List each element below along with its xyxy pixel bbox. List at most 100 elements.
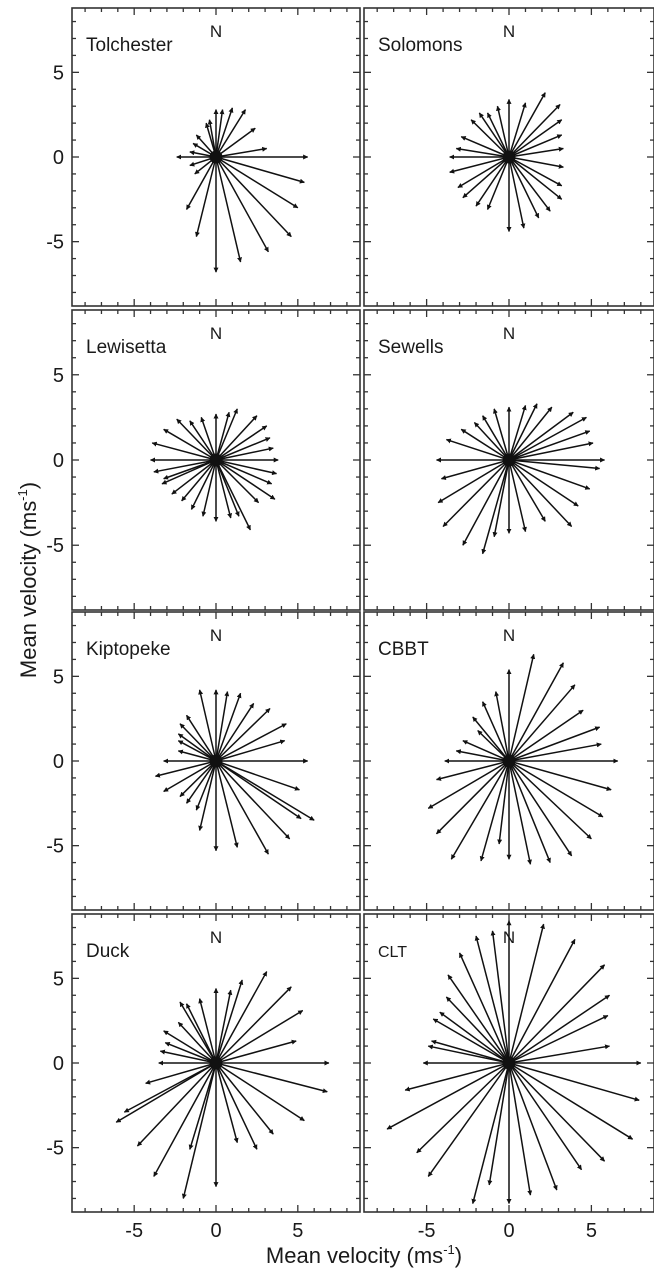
- y-tick-label: -5: [46, 535, 64, 557]
- velocity-vector: [159, 1049, 217, 1064]
- velocity-vector: [493, 408, 510, 461]
- velocity-vector: [508, 1014, 609, 1064]
- velocity-vector: [508, 662, 565, 762]
- velocity-vector: [177, 733, 217, 762]
- velocity-vector: [198, 760, 217, 831]
- velocity-vector: [215, 989, 233, 1064]
- velocity-vector: [215, 1039, 297, 1064]
- panel-kiptopeke: Kiptopeke N: [71, 611, 361, 911]
- velocity-vector: [215, 459, 276, 500]
- velocity-vector: [153, 1062, 217, 1177]
- velocity-vector: [508, 760, 551, 864]
- station-label: Solomons: [378, 35, 463, 56]
- north-label: N: [503, 324, 515, 343]
- velocity-vector: [436, 760, 510, 781]
- velocity-vector: [136, 1062, 217, 1147]
- velocity-vector: [215, 459, 278, 476]
- north-label: N: [210, 324, 222, 343]
- velocity-vector: [458, 952, 510, 1064]
- velocity-vector: [508, 156, 564, 169]
- velocity-vector: [447, 974, 510, 1064]
- velocity-vector: [195, 156, 217, 238]
- velocity-vector: [404, 1062, 510, 1092]
- velocity-vector: [508, 1062, 640, 1102]
- velocity-vector: [215, 760, 302, 820]
- velocity-vector: [198, 998, 217, 1064]
- velocity-vector: [181, 459, 217, 502]
- north-label: N: [503, 626, 515, 645]
- y-tick-label: 0: [53, 751, 64, 773]
- velocity-vector: [177, 1021, 217, 1064]
- velocity-vector: [497, 760, 510, 845]
- velocity-vector: [445, 996, 510, 1064]
- velocity-vector: [508, 156, 526, 229]
- velocity-vector: [201, 459, 217, 517]
- velocity-vector: [215, 760, 315, 821]
- velocity-vector: [181, 1062, 217, 1199]
- velocity-vector: [163, 428, 217, 461]
- origin-hub: [502, 453, 516, 467]
- origin-hub: [502, 754, 516, 768]
- velocity-vector: [177, 740, 217, 762]
- velocity-vector: [215, 971, 268, 1064]
- velocity-vector: [508, 459, 579, 507]
- y-tick-label: 5: [53, 62, 64, 84]
- velocity-vector: [215, 1062, 305, 1122]
- x-tick-label: 5: [292, 1220, 303, 1242]
- velocity-vector: [508, 709, 584, 762]
- velocity-vector: [508, 102, 527, 158]
- velocity-vector: [215, 1062, 239, 1144]
- velocity-vector: [460, 135, 510, 158]
- velocity-vector: [432, 1018, 510, 1064]
- velocity-vector: [470, 119, 510, 158]
- velocity-vector: [460, 428, 510, 461]
- velocity-vector: [508, 1062, 606, 1162]
- x-tick-label: -5: [125, 1220, 143, 1242]
- velocity-vector: [508, 411, 574, 461]
- velocity-vector: [508, 441, 594, 461]
- velocity-vector: [508, 1062, 634, 1140]
- velocity-vector: [215, 459, 252, 531]
- velocity-vector: [164, 1041, 217, 1064]
- velocity-vector: [508, 994, 610, 1064]
- velocity-vector: [481, 459, 510, 555]
- panel-lewisetta: Lewisetta N: [71, 309, 361, 611]
- velocity-vector: [215, 411, 231, 461]
- velocity-vector: [474, 935, 510, 1064]
- x-tick-label: 5: [586, 1220, 597, 1242]
- y-tick-labels: 5 0 -5 5 0 -5 5 0 -5 5 0 -5: [46, 62, 64, 1159]
- velocity-vector: [479, 760, 510, 862]
- panel-cbbt: CBBT N: [363, 611, 654, 911]
- velocity-vector: [171, 459, 217, 495]
- velocity-vector: [215, 760, 270, 855]
- velocity-vector: [215, 986, 292, 1064]
- velocity-vector: [486, 156, 510, 210]
- velocity-vector: [215, 107, 234, 158]
- velocity-vector: [195, 760, 217, 811]
- velocity-vector: [508, 156, 563, 200]
- velocity-vector: [215, 979, 244, 1064]
- station-label: Duck: [86, 941, 130, 962]
- velocity-vector: [508, 459, 601, 471]
- velocity-vector: [416, 1062, 510, 1154]
- velocity-vector: [494, 691, 510, 762]
- north-label: N: [210, 626, 222, 645]
- origin-hub: [502, 150, 516, 164]
- velocity-vector: [508, 459, 546, 522]
- velocity-vector: [481, 415, 510, 461]
- velocity-vector: [508, 742, 602, 762]
- velocity-vector: [508, 459, 591, 490]
- velocity-vector: [487, 1062, 510, 1186]
- north-label: N: [210, 22, 222, 41]
- velocity-vector: [151, 441, 217, 461]
- velocity-vector: [427, 1062, 510, 1177]
- x-tick-labels: -5 0 5 -5 0 5: [125, 1220, 597, 1242]
- velocity-vector: [163, 760, 217, 793]
- velocity-vector: [153, 459, 217, 474]
- velocity-vector: [508, 146, 564, 158]
- velocity-vector: [477, 729, 510, 762]
- velocity-vector: [508, 760, 532, 865]
- velocity-vector: [508, 760, 612, 791]
- x-axis-title: Mean velocity (ms-1): [266, 1242, 462, 1268]
